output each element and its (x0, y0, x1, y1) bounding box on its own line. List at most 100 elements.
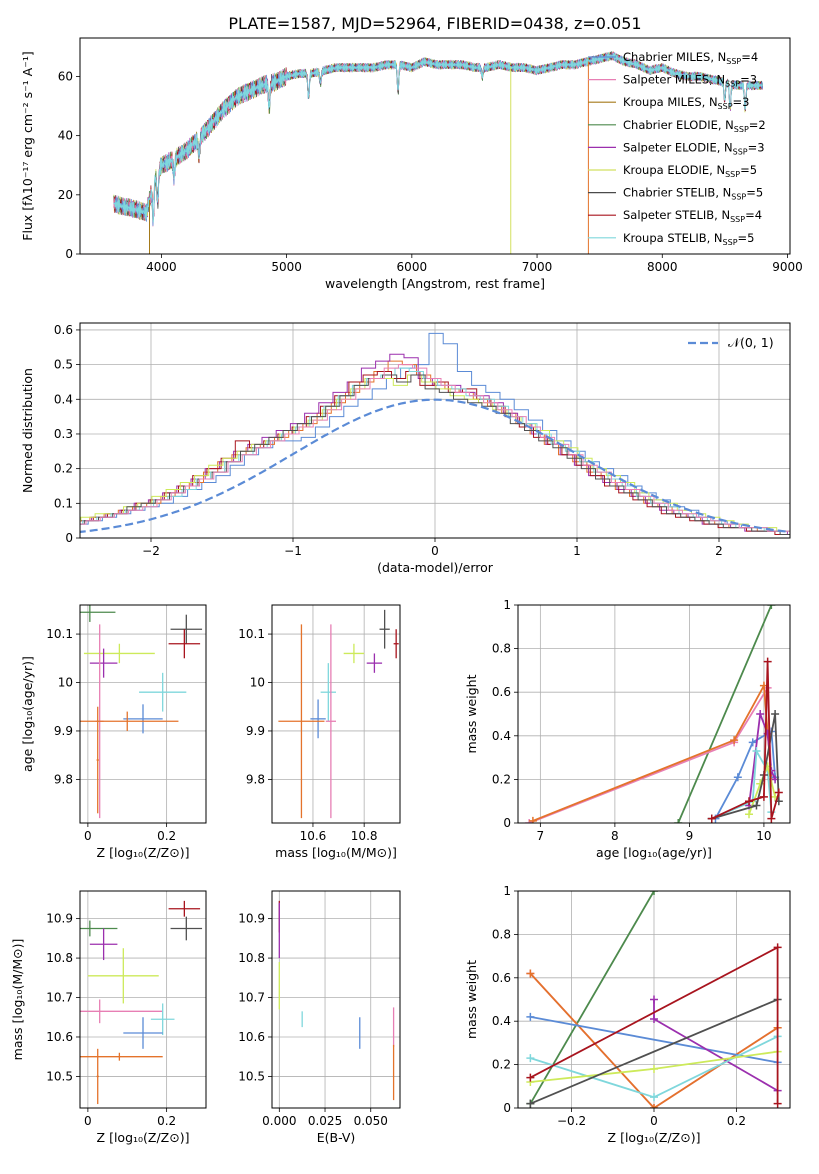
x-tick-label: 5000 (271, 260, 302, 274)
x-axis-label: Z [log₁₀(Z/Z⊙)] (608, 1130, 701, 1145)
histogram-step (80, 374, 790, 535)
y-tick-label: 0 (65, 247, 73, 261)
y-tick-label: 0.3 (54, 427, 73, 441)
y-tick-label: 10.7 (46, 991, 73, 1005)
weight-marker (650, 1015, 658, 1024)
y-tick-label: 0.5 (54, 358, 73, 372)
legend-entry: Salpeter MILES, NSSP=3 (623, 73, 757, 89)
axes-mass-vs-Z: 0 0.2 10.5 10.6 10.7 10.8 10.9 Z [log₁₀(Z/Z⊙)] m… (10, 890, 207, 1145)
weight-marker (650, 1093, 658, 1102)
legend-subscript: SSP (725, 80, 740, 89)
y-tick-label: 10.8 (46, 951, 73, 965)
weight-marker (774, 788, 783, 797)
legend-entry: Salpeter ELODIE, NSSP=3 (623, 140, 765, 156)
legend-text: Chabrier ELODIE, N (623, 118, 734, 132)
weight-marker (756, 710, 765, 718)
axes-frame (271, 890, 401, 1109)
y-tick-label: 0.8 (492, 642, 511, 656)
legend-entry: Kroupa ELODIE, NSSP=5 (623, 163, 757, 179)
x-tick-label: 10 (756, 829, 771, 843)
spectrum-line (113, 51, 763, 223)
x-axis-label: E(B-V) (317, 1130, 356, 1145)
y-tick-label: 9.9 (246, 724, 265, 738)
y-tick-label: 0.4 (492, 729, 511, 743)
y-tick-label: 10.9 (46, 912, 73, 926)
weight-marker (526, 969, 535, 978)
x-tick-label: 0.050 (354, 1114, 388, 1128)
x-tick-label: 0 (84, 829, 92, 843)
x-tick-label: 2 (715, 544, 723, 558)
y-tick-label: 10.5 (46, 1069, 73, 1083)
weight-marker (756, 779, 765, 788)
weight-marker (745, 810, 754, 819)
axes-weight-vs-Z: −0.2 0 0.2 0 0.2 0.4 0.6 0.8 1 Z [log₁₀(Z/Z⊙)] mas… (464, 884, 791, 1145)
y-axis-label: Normed distribution (20, 368, 35, 493)
weight-marker (526, 1054, 535, 1063)
weight-marker (752, 801, 761, 810)
weight-marker (771, 710, 780, 718)
weight-line (532, 682, 773, 822)
legend-subscript: SSP (734, 125, 749, 134)
y-tick-label: 0.2 (54, 462, 73, 476)
legend-subscript: SSP (718, 102, 733, 111)
y-tick-label: 10.6 (238, 1030, 265, 1044)
y-tick-label: 10 (250, 676, 265, 690)
y-axis-label: mass [log₁₀(M/M⊙)] (10, 939, 25, 1061)
y-tick-label: 20 (58, 188, 73, 202)
y-tick-label: 0.4 (54, 392, 73, 406)
legend-entry: Chabrier ELODIE, NSSP=2 (623, 118, 766, 134)
legend-text: Chabrier MILES, N (623, 50, 726, 64)
x-tick-label: −0.2 (557, 1114, 586, 1128)
x-axis-label: mass [log₁₀(M/M⊙)] (275, 845, 397, 860)
axes-residuals: −2 −1 0 1 2 0 0.1 0.2 0.3 0.4 0.5 0.6 (data-model)/e… (20, 322, 791, 575)
x-tick-label: 7000 (522, 260, 553, 274)
axes-frame (79, 37, 791, 255)
y-tick-label: 10.6 (46, 1030, 73, 1044)
weight-marker (650, 1064, 658, 1073)
legend-text: Kroupa STELIB, N (623, 231, 723, 245)
weight-marker (674, 819, 683, 823)
axes-weight-vs-age: 7 8 9 10 0 0.2 0.4 0.6 0.8 1 age [log₁₀(age/yr)] ma… (464, 598, 791, 860)
weight-marker (707, 814, 716, 823)
weight-marker (650, 995, 658, 1004)
y-tick-label: 0.6 (492, 971, 511, 985)
y-tick-label: 10.8 (238, 951, 265, 965)
weight-line (529, 891, 655, 1105)
y-tick-label: 0 (503, 1101, 511, 1115)
x-axis-label: Z [log₁₀(Z/Z⊙)] (97, 845, 190, 860)
axes-age-vs-mass: 10.6 10.8 9.8 9.9 10 10.1 mass [log₁₀(M/M⊙)] (238, 604, 401, 860)
weight-marker (773, 943, 782, 952)
plot-area (526, 891, 782, 1108)
weight-marker (528, 816, 537, 823)
legend-text: Salpeter STELIB, N (623, 208, 730, 222)
weight-marker (526, 1073, 535, 1082)
x-axis-label: wavelength [Angstrom, rest frame] (325, 276, 545, 291)
legend-text: Salpeter ELODIE, N (623, 140, 733, 154)
weight-marker (752, 747, 761, 756)
x-axis-label: Z [log₁₀(Z/Z⊙)] (97, 1130, 190, 1145)
weight-marker (745, 797, 754, 806)
legend-entry: 𝒩(0, 1) (728, 335, 774, 350)
weight-marker (650, 1104, 658, 1108)
x-tick-label: 10.6 (300, 829, 327, 843)
plot-area (80, 900, 203, 1105)
y-tick-label: 10.9 (238, 912, 265, 926)
x-axis-label: (data-model)/error (377, 560, 494, 575)
y-tick-label: 0 (65, 531, 73, 545)
x-tick-label: 1 (573, 544, 581, 558)
y-tick-label: 0.2 (492, 1058, 511, 1072)
y-axis-label: Flux [fλ10⁻¹⁷ erg cm⁻² s⁻¹ A⁻¹] (20, 51, 35, 240)
legend-entry: Kroupa STELIB, NSSP=5 (623, 231, 754, 247)
y-tick-label: 0.6 (492, 685, 511, 699)
legend-text: Chabrier STELIB, N (623, 186, 731, 200)
x-tick-label: 0 (84, 1114, 92, 1128)
axes-frame (79, 890, 207, 1109)
x-tick-label: 0.025 (308, 1114, 342, 1128)
legend-suffix: =3 (733, 95, 750, 109)
plot-area (525, 605, 783, 823)
legend-text: Salpeter MILES, N (623, 73, 725, 87)
x-tick-label: −1 (284, 544, 302, 558)
x-tick-label: 7 (537, 829, 545, 843)
y-tick-label: 0.8 (492, 927, 511, 941)
y-tick-label: 60 (58, 69, 73, 83)
